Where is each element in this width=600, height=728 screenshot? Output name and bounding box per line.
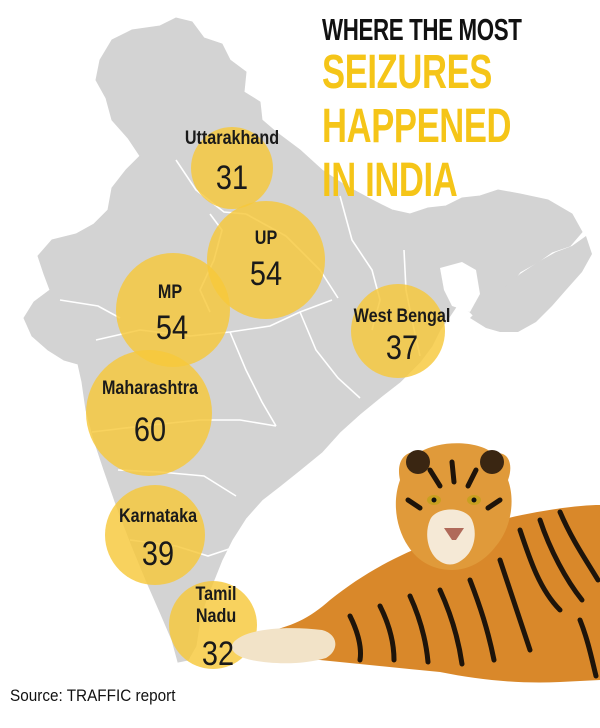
bubble-uttarakhand <box>191 127 273 209</box>
source-note: Source: TRAFFIC report <box>10 686 176 705</box>
label-maharashtra: Maharashtra <box>101 378 199 399</box>
label-mp: MP <box>157 282 183 303</box>
label-up: UP <box>254 228 278 249</box>
bubble-maharashtra <box>86 350 212 476</box>
tiger-stripes <box>347 459 600 679</box>
tiger-nose <box>444 528 464 540</box>
count-maharashtra: 60 <box>133 411 167 449</box>
bangladesh-gap <box>440 262 480 312</box>
bubble-west-bengal <box>351 284 445 378</box>
label-uttarakhand: Uttarakhand <box>184 128 280 149</box>
title-line-3: HAPPENED <box>322 100 512 153</box>
tiger-ear-left <box>406 450 430 474</box>
label-tamil-nadu-line1: Tamil <box>195 584 237 605</box>
count-mp: 54 <box>155 309 189 347</box>
tiger-head <box>395 443 512 570</box>
bubble-mp <box>116 253 230 367</box>
title-line-2: SEIZURES <box>322 46 492 99</box>
count-karnataka: 39 <box>141 535 175 573</box>
bubble-up <box>207 201 325 319</box>
tiger-paw <box>231 628 336 664</box>
count-tamil-nadu: 32 <box>201 635 235 673</box>
label-karnataka: Karnataka <box>118 506 198 527</box>
bubbles <box>86 127 445 669</box>
count-up: 54 <box>249 255 283 293</box>
tiger-illustration <box>231 443 600 683</box>
sikkim-region <box>404 226 420 252</box>
count-uttarakhand: 31 <box>215 159 249 197</box>
bubble-karnataka <box>105 485 205 585</box>
label-tamil-nadu-line2: Nadu <box>195 606 237 627</box>
count-west-bengal: 37 <box>385 329 419 367</box>
label-west-bengal: West Bengal <box>353 306 451 327</box>
title-line-4: IN INDIA <box>322 154 458 207</box>
title-line-1: WHERE THE MOST <box>322 12 522 47</box>
tiger-ear-right <box>480 450 504 474</box>
northeast-region <box>470 236 592 332</box>
